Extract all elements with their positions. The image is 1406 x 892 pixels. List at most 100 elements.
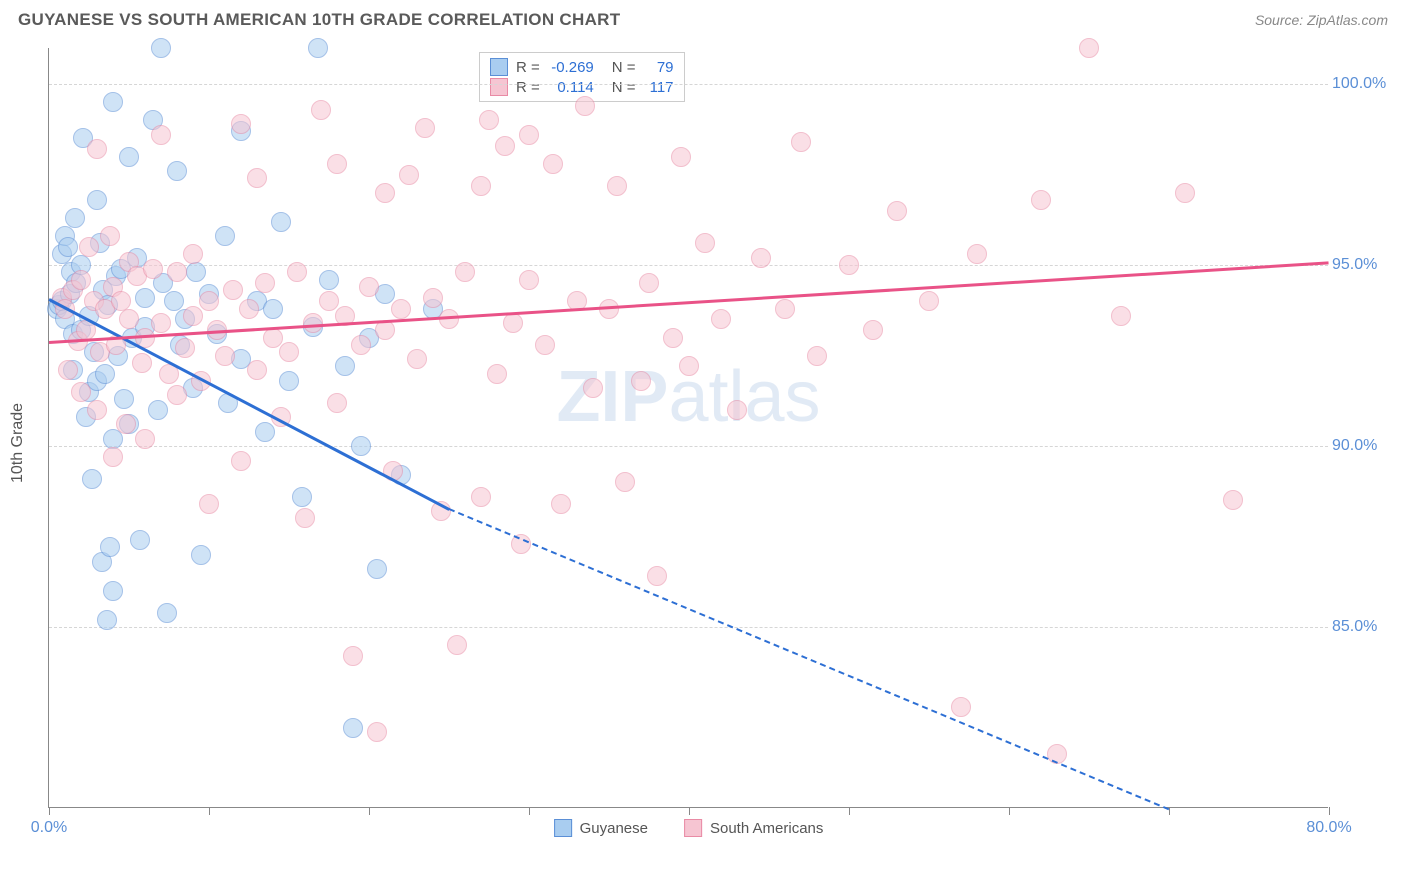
data-point bbox=[263, 299, 283, 319]
data-point bbox=[71, 270, 91, 290]
data-point bbox=[519, 125, 539, 145]
legend-n-label: N = bbox=[598, 79, 640, 96]
data-point bbox=[82, 469, 102, 489]
data-point bbox=[679, 356, 699, 376]
data-point bbox=[647, 566, 667, 586]
data-point bbox=[327, 393, 347, 413]
legend-swatch bbox=[490, 78, 508, 96]
data-point bbox=[199, 291, 219, 311]
data-point bbox=[1223, 490, 1243, 510]
data-point bbox=[151, 125, 171, 145]
data-point bbox=[119, 147, 139, 167]
data-point bbox=[967, 244, 987, 264]
data-point bbox=[223, 280, 243, 300]
legend-n-value: 79 bbox=[644, 59, 674, 76]
data-point bbox=[775, 299, 795, 319]
data-point bbox=[164, 291, 184, 311]
data-point bbox=[551, 494, 571, 514]
data-point bbox=[887, 201, 907, 221]
data-point bbox=[132, 353, 152, 373]
data-point bbox=[359, 277, 379, 297]
data-point bbox=[114, 389, 134, 409]
y-tick-label: 85.0% bbox=[1332, 618, 1386, 636]
data-point bbox=[607, 176, 627, 196]
y-axis-label: 10th Grade bbox=[9, 403, 27, 483]
data-point bbox=[295, 508, 315, 528]
data-point bbox=[519, 270, 539, 290]
y-tick-label: 95.0% bbox=[1332, 256, 1386, 274]
legend-r-value: 0.114 bbox=[548, 79, 594, 96]
data-point bbox=[135, 429, 155, 449]
data-point bbox=[1111, 306, 1131, 326]
correlation-legend: R =-0.269N =79R =0.114N =117 bbox=[479, 52, 685, 102]
legend-r-label: R = bbox=[512, 59, 544, 76]
x-tick bbox=[49, 807, 50, 815]
data-point bbox=[255, 273, 275, 293]
data-point bbox=[327, 154, 347, 174]
data-point bbox=[100, 537, 120, 557]
data-point bbox=[271, 212, 291, 232]
data-point bbox=[671, 147, 691, 167]
data-point bbox=[663, 328, 683, 348]
data-point bbox=[231, 114, 251, 134]
data-point bbox=[487, 364, 507, 384]
data-point bbox=[367, 722, 387, 742]
data-point bbox=[343, 718, 363, 738]
data-point bbox=[639, 273, 659, 293]
gridline bbox=[49, 446, 1328, 447]
data-point bbox=[71, 382, 91, 402]
data-point bbox=[95, 364, 115, 384]
data-point bbox=[575, 96, 595, 116]
data-point bbox=[503, 313, 523, 333]
data-point bbox=[239, 299, 259, 319]
data-point bbox=[447, 635, 467, 655]
legend-label: South Americans bbox=[710, 820, 823, 837]
data-point bbox=[951, 697, 971, 717]
x-tick-label: 0.0% bbox=[31, 819, 67, 837]
legend-swatch bbox=[684, 819, 702, 837]
data-point bbox=[839, 255, 859, 275]
data-point bbox=[103, 447, 123, 467]
trend-line bbox=[449, 508, 1170, 810]
data-point bbox=[807, 346, 827, 366]
plot-area: ZIPatlas R =-0.269N =79R =0.114N =117 Gu… bbox=[48, 48, 1328, 808]
data-point bbox=[319, 270, 339, 290]
chart-container: 10th Grade ZIPatlas R =-0.269N =79R =0.1… bbox=[48, 48, 1388, 838]
legend-item: South Americans bbox=[684, 819, 823, 837]
legend-n-value: 117 bbox=[644, 79, 674, 96]
data-point bbox=[58, 237, 78, 257]
data-point bbox=[186, 262, 206, 282]
data-point bbox=[175, 338, 195, 358]
legend-r-value: -0.269 bbox=[548, 59, 594, 76]
data-point bbox=[1031, 190, 1051, 210]
gridline bbox=[49, 265, 1328, 266]
data-point bbox=[535, 335, 555, 355]
data-point bbox=[695, 233, 715, 253]
data-point bbox=[100, 226, 120, 246]
legend-label: Guyanese bbox=[580, 820, 648, 837]
chart-header: GUYANESE VS SOUTH AMERICAN 10TH GRADE CO… bbox=[0, 0, 1406, 36]
data-point bbox=[407, 349, 427, 369]
data-point bbox=[423, 288, 443, 308]
data-point bbox=[116, 414, 136, 434]
y-tick-label: 90.0% bbox=[1332, 437, 1386, 455]
data-point bbox=[103, 581, 123, 601]
data-point bbox=[543, 154, 563, 174]
data-point bbox=[143, 259, 163, 279]
legend-swatch bbox=[554, 819, 572, 837]
data-point bbox=[1079, 38, 1099, 58]
data-point bbox=[231, 451, 251, 471]
data-point bbox=[79, 237, 99, 257]
data-point bbox=[471, 487, 491, 507]
data-point bbox=[367, 559, 387, 579]
x-tick bbox=[1009, 807, 1010, 815]
data-point bbox=[199, 494, 219, 514]
data-point bbox=[399, 165, 419, 185]
data-point bbox=[255, 422, 275, 442]
data-point bbox=[375, 183, 395, 203]
legend-swatch bbox=[490, 58, 508, 76]
data-point bbox=[87, 400, 107, 420]
data-point bbox=[247, 360, 267, 380]
data-point bbox=[455, 262, 475, 282]
data-point bbox=[311, 100, 331, 120]
